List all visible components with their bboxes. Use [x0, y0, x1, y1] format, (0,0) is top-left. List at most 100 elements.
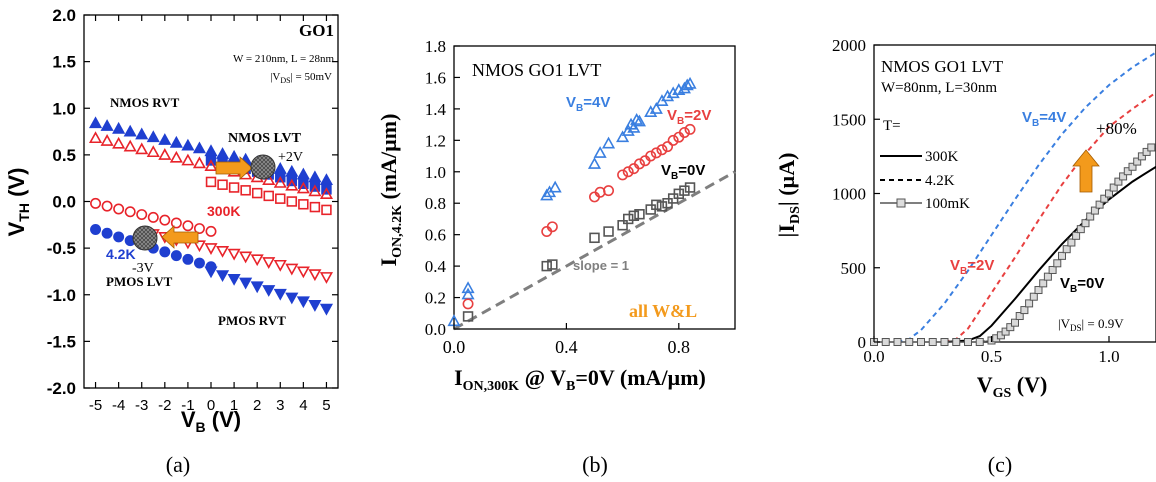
data-point — [136, 209, 148, 221]
annotation-go1: GO1 — [299, 21, 334, 40]
panel-b: 0.00.20.40.60.81.01.21.41.61.80.0 0.4 0.8 … — [376, 37, 736, 477]
y-tick-label: 1.4 — [425, 100, 447, 119]
data-point — [928, 338, 937, 346]
x-tick-label: 4 — [299, 397, 307, 414]
data-point — [250, 254, 264, 267]
panel-a: 2.01.51.00.50.0-0.5-1.0-1.5-2.0-5 -4 -3 -2-… — [4, 6, 339, 477]
arrow-left-pmos — [161, 225, 199, 249]
data-point — [239, 277, 253, 290]
arrow-up-plus-80 — [1072, 149, 1100, 193]
data-point — [296, 266, 310, 279]
data-point — [673, 188, 685, 200]
data-point — [1105, 189, 1113, 198]
data-point — [273, 259, 287, 272]
data-point — [204, 243, 218, 255]
data-point — [308, 170, 322, 183]
y-tick-label: 1.5 — [52, 53, 76, 72]
data-point — [1011, 318, 1019, 327]
x-tick-label: -4 — [112, 397, 125, 414]
data-point — [227, 273, 241, 286]
y-tick-label: 0.2 — [425, 289, 446, 308]
annotation-vds-c: |VDS| = 0.9V — [1058, 316, 1124, 333]
x-tick-label: 0 — [207, 397, 215, 414]
data-point — [159, 214, 171, 226]
panel-a-ylabel: VTH (V) — [4, 168, 32, 237]
label-vb-4v-c: VB=4V — [1022, 109, 1066, 129]
data-point — [1076, 225, 1085, 234]
label-vb-2v-b: VB=2V — [667, 107, 711, 127]
data-point — [170, 250, 182, 262]
x-tick-label: 2 — [253, 397, 261, 414]
data-point — [123, 139, 137, 152]
data-point — [169, 135, 183, 148]
data-point — [1137, 152, 1146, 161]
label-vb-4v-b: VB=4V — [566, 94, 610, 114]
y-tick-label: -2.0 — [47, 379, 76, 398]
data-point — [217, 179, 228, 190]
data-point — [193, 223, 205, 235]
data-point — [319, 272, 334, 284]
x-tick-label: -2 — [158, 397, 171, 414]
data-point — [627, 120, 641, 133]
data-point — [192, 156, 207, 169]
data-point — [146, 145, 160, 158]
label-300k: 300K — [207, 203, 240, 219]
data-point — [262, 173, 276, 186]
data-point — [667, 134, 679, 146]
x-tick-label: 0.8 — [668, 337, 691, 357]
panel-c-xlabel: VGS (V) — [977, 372, 1048, 401]
data-point — [601, 136, 616, 149]
data-point — [680, 78, 694, 91]
data-point — [656, 144, 668, 156]
data-point — [113, 203, 125, 215]
data-point — [589, 232, 600, 244]
label-vb-0v-c: VB=0V — [1060, 275, 1104, 295]
legend-title-t: T= — [883, 118, 901, 134]
series-line — [897, 51, 1156, 343]
data-point — [250, 281, 264, 294]
data-point — [461, 281, 475, 294]
data-point — [630, 113, 644, 125]
data-point — [135, 127, 149, 140]
data-point — [905, 338, 914, 346]
data-point — [319, 187, 334, 199]
panel-b-plot-frame — [453, 45, 736, 330]
panel-b-xlabel: ION,300K @ VB=0V (mA/µm) — [454, 365, 706, 394]
data-point — [286, 196, 298, 207]
x-tick-label: 0.5 — [981, 347, 1002, 366]
data-point — [1114, 177, 1123, 186]
data-point — [182, 253, 194, 265]
y-tick-label: 0.0 — [52, 193, 76, 212]
data-point — [88, 116, 103, 129]
data-point — [649, 102, 663, 114]
data-point — [684, 123, 696, 135]
data-point — [634, 209, 645, 220]
data-point — [628, 210, 640, 222]
data-point — [182, 220, 194, 232]
data-point — [319, 303, 334, 316]
data-point — [298, 199, 309, 210]
x-tick-label: 5 — [322, 397, 330, 414]
series-line — [874, 147, 1152, 343]
y-tick-label: 1.0 — [425, 163, 446, 182]
y-tick-label: 1.6 — [425, 68, 446, 87]
panel-c: 0 500 1000 1500 2000 0.0 0.5 1.0 |IDS| (µA) VGS… — [774, 36, 1156, 477]
panel-c-dimensions: W=80nm, L=30nm — [881, 80, 997, 96]
legend-label-4-2k: 4.2K — [925, 173, 955, 189]
data-point — [170, 217, 182, 229]
data-point — [296, 181, 310, 194]
data-point — [321, 204, 332, 216]
data-point — [181, 138, 195, 151]
data-point — [90, 197, 102, 209]
data-point — [308, 269, 322, 282]
data-point — [101, 227, 113, 239]
x-tick-label: 1 — [230, 397, 238, 414]
data-point — [587, 157, 602, 169]
data-point — [644, 105, 658, 117]
data-point — [661, 89, 675, 102]
data-point — [656, 201, 668, 212]
y-tick-label: 1.0 — [52, 99, 76, 118]
data-point — [616, 130, 630, 143]
data-point — [101, 200, 113, 212]
data-point — [632, 114, 647, 127]
